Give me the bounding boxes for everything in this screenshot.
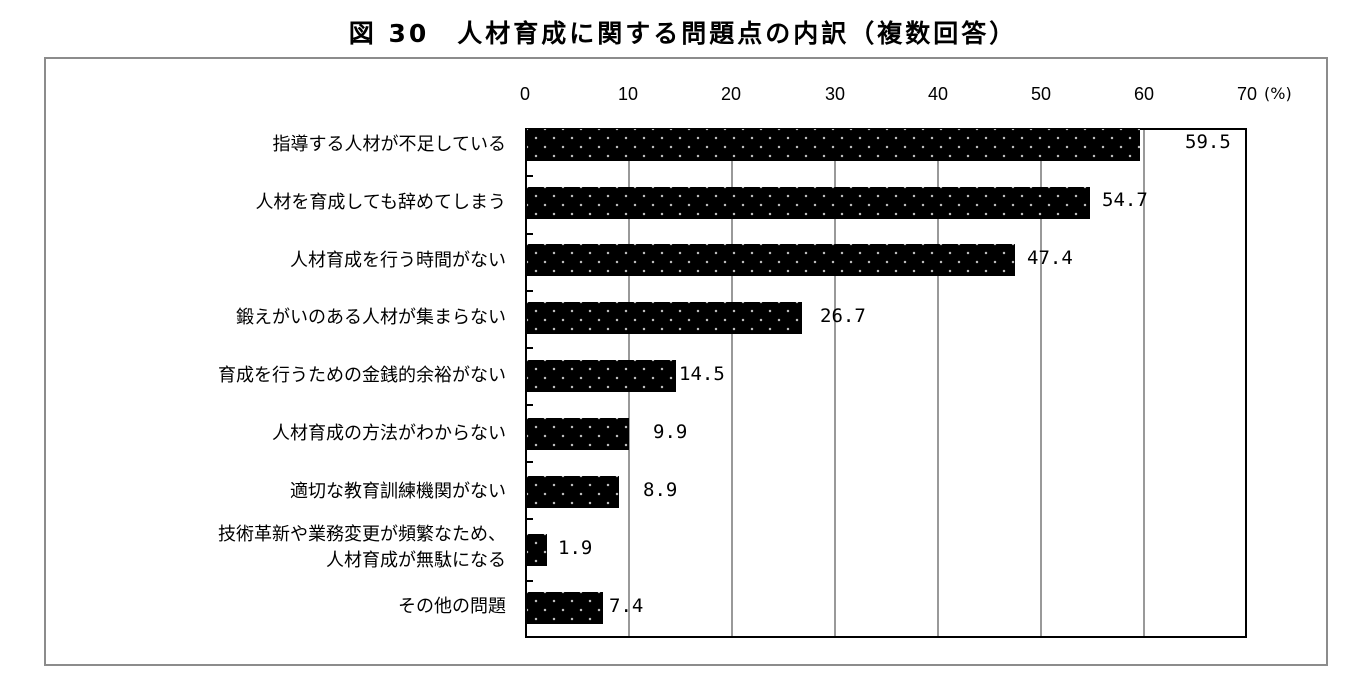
category-label: 技術革新や業務変更が頻繁なため、	[218, 524, 506, 545]
bar	[527, 360, 676, 392]
value-label: 14.5	[679, 363, 725, 385]
bar	[527, 302, 802, 334]
x-axis-unit: (%)	[1264, 84, 1292, 103]
y-tick	[527, 580, 533, 582]
y-tick	[527, 461, 533, 463]
x-tick-60: 60	[1133, 84, 1155, 104]
chart-title: 図 30 人材育成に関する問題点の内訳（複数回答）	[348, 19, 1018, 48]
category-label: 鍛えがいのある人材が集まらない	[236, 307, 506, 328]
category-label: 人材を育成しても辞めてしまう	[255, 192, 506, 213]
category-label: 育成を行うための金銭的余裕がない	[218, 365, 506, 386]
category-label: 人材育成が無駄になる	[326, 550, 506, 571]
y-tick	[527, 347, 533, 349]
x-tick-10: 10	[617, 84, 639, 104]
y-tick	[527, 233, 533, 235]
category-label: その他の問題	[398, 596, 506, 617]
gridline-20	[731, 128, 733, 638]
y-tick	[527, 290, 533, 292]
value-label: 59.5	[1185, 131, 1231, 153]
category-label: 人材育成の方法がわからない	[272, 423, 506, 444]
y-tick	[527, 518, 533, 520]
value-label: 8.9	[643, 479, 678, 501]
gridline-50	[1040, 128, 1042, 638]
bar	[527, 476, 619, 508]
value-label: 54.7	[1102, 189, 1148, 211]
value-label: 9.9	[653, 421, 688, 443]
bar	[527, 244, 1015, 276]
x-tick-30: 30	[824, 84, 846, 104]
chart-frame	[44, 57, 1328, 666]
gridline-40	[937, 128, 939, 638]
value-label: 47.4	[1027, 247, 1073, 269]
bar	[527, 418, 629, 450]
x-tick-50: 50	[1030, 84, 1052, 104]
x-tick-40: 40	[927, 84, 949, 104]
bar	[527, 187, 1090, 219]
x-tick-70: 70	[1236, 84, 1258, 104]
gridline-60	[1143, 128, 1145, 638]
category-label: 人材育成を行う時間がない	[290, 250, 506, 271]
x-tick-20: 20	[720, 84, 742, 104]
value-label: 1.9	[558, 537, 593, 559]
value-label: 26.7	[820, 305, 866, 327]
bar	[527, 592, 603, 624]
y-tick	[527, 404, 533, 406]
x-tick-0: 0	[519, 84, 531, 104]
bar	[527, 534, 547, 566]
gridline-30	[834, 128, 836, 638]
bar	[527, 129, 1140, 161]
category-label: 指導する人材が不足している	[272, 134, 506, 155]
category-label: 適切な教育訓練機関がない	[290, 481, 506, 502]
value-label: 7.4	[609, 595, 644, 617]
y-tick	[527, 175, 533, 177]
